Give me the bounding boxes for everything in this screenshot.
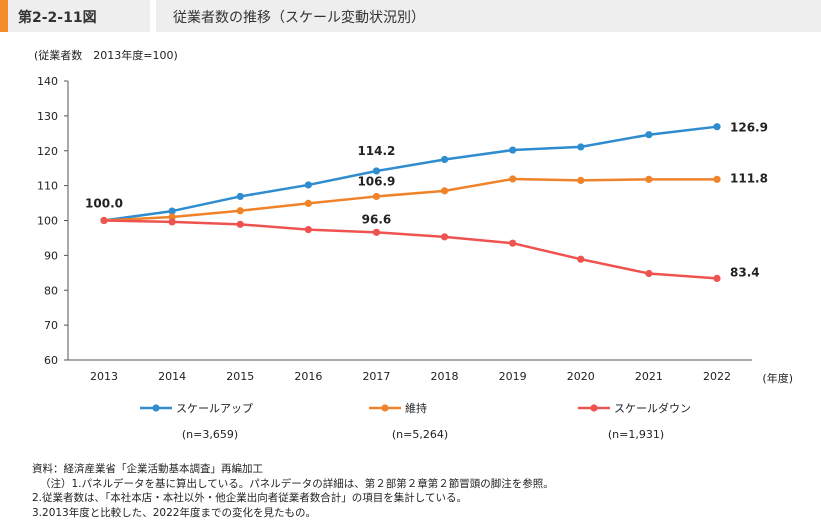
data-label: 100.0 bbox=[85, 197, 123, 211]
y-axis-unit-label: (従業者数 2013年度=100) bbox=[34, 49, 178, 62]
x-tick-label: 2013 bbox=[90, 370, 118, 383]
data-point bbox=[168, 218, 176, 226]
legend-sample-size: (n=1,931) bbox=[608, 428, 664, 441]
data-label: 114.2 bbox=[357, 144, 395, 158]
data-label: 83.4 bbox=[730, 265, 760, 279]
source-note: 資料：経済産業省「企業活動基本調査」再編加工 bbox=[32, 463, 263, 475]
series-line bbox=[103, 125, 718, 222]
x-axis-label: (年度) bbox=[762, 371, 793, 385]
x-tick-label: 2021 bbox=[635, 370, 663, 383]
series-line bbox=[103, 177, 717, 222]
x-tick-label: 2020 bbox=[567, 370, 595, 383]
y-tick-label: 60 bbox=[44, 354, 58, 367]
data-point bbox=[236, 220, 244, 228]
data-point bbox=[577, 255, 585, 263]
data-point bbox=[440, 233, 449, 241]
data-point bbox=[440, 187, 449, 195]
figure-number: 第2-2-11図 bbox=[18, 10, 97, 26]
data-point bbox=[304, 199, 312, 208]
legend: スケールアップ (n=3,659) 維持 (n=5,264) スケールダウン (n=1,9… bbox=[140, 401, 691, 441]
chart-title: 従業者数の推移（スケール変動状況別） bbox=[173, 10, 425, 26]
legend-swatch-marker bbox=[152, 404, 160, 412]
data-point bbox=[236, 207, 244, 215]
data-point bbox=[304, 225, 312, 234]
data-point bbox=[100, 216, 108, 225]
note-2: 2.従業者数は、「本社本店・本社以外・他企業出向者従業者数合計」の項目を集計して… bbox=[32, 492, 467, 504]
y-tick-label: 130 bbox=[37, 110, 58, 123]
data-point bbox=[713, 274, 721, 282]
data-point bbox=[509, 146, 517, 154]
legend-entry-label: スケールダウン bbox=[614, 401, 691, 415]
chart-axes: 60 70 80 90 100 110 120 130 140 2013 2014 2015 2016 2… bbox=[37, 75, 793, 385]
data-label: 106.9 bbox=[357, 174, 395, 188]
series-line bbox=[103, 219, 718, 280]
data-point bbox=[372, 228, 381, 236]
note-1: （注）1.パネルデータを基に算出している。パネルデータの詳細は、第２部第２章第２… bbox=[40, 477, 554, 490]
data-point bbox=[372, 167, 381, 175]
footnotes: 資料：経済産業省「企業活動基本調査」再編加工 （注）1.パネルデータを基に算出し… bbox=[32, 462, 554, 520]
data-point bbox=[577, 143, 585, 151]
line-chart: 60 70 80 90 100 110 120 130 140 2013 2014 2015 2016 2… bbox=[37, 75, 793, 441]
data-point bbox=[577, 176, 585, 184]
data-point bbox=[236, 192, 244, 201]
y-tick-label: 100 bbox=[37, 215, 58, 228]
legend-sample-size: (n=5,264) bbox=[392, 428, 448, 441]
y-tick-label: 80 bbox=[44, 284, 58, 297]
x-tick-label: 2019 bbox=[499, 370, 527, 383]
legend-sample-size: (n=3,659) bbox=[182, 428, 238, 441]
figure-header: 第2-2-11図 従業者数の推移（スケール変動状況別） bbox=[0, 0, 821, 32]
y-tick-label: 120 bbox=[37, 145, 58, 158]
data-point bbox=[713, 175, 721, 183]
data-point bbox=[645, 269, 653, 278]
note-3: 3.2013年度と比較した、2022年度までの変化を見たもの。 bbox=[32, 506, 316, 519]
y-tick-label: 110 bbox=[37, 180, 58, 193]
data-label: 96.6 bbox=[362, 212, 392, 226]
data-point bbox=[168, 207, 176, 215]
x-tick-label: 2022 bbox=[703, 370, 731, 383]
y-tick-label: 90 bbox=[44, 249, 58, 262]
data-point bbox=[440, 155, 449, 164]
data-point bbox=[645, 131, 653, 139]
header-accent-bar bbox=[0, 0, 8, 32]
x-tick-label: 2018 bbox=[431, 370, 459, 383]
data-point bbox=[304, 181, 312, 189]
x-tick-label: 2014 bbox=[158, 370, 186, 383]
data-labels: 100.0 114.2 106.9 96.6 126.9 111.8 83.4 bbox=[85, 121, 768, 280]
header-divider bbox=[150, 0, 156, 32]
data-point bbox=[645, 175, 653, 183]
data-label: 126.9 bbox=[730, 121, 768, 135]
data-point bbox=[372, 192, 381, 201]
legend-entry-label: スケールアップ bbox=[176, 402, 253, 415]
x-tick-label: 2016 bbox=[294, 370, 322, 383]
data-point bbox=[509, 239, 517, 247]
data-point bbox=[509, 175, 517, 183]
data-point bbox=[713, 123, 721, 131]
x-tick-label: 2017 bbox=[362, 370, 390, 383]
x-tick-label: 2015 bbox=[226, 370, 254, 383]
data-label: 111.8 bbox=[730, 171, 768, 185]
y-tick-label: 140 bbox=[37, 75, 58, 88]
series-lines bbox=[100, 123, 721, 282]
legend-swatch-marker bbox=[381, 404, 389, 412]
legend-entry-label: 維持 bbox=[405, 401, 427, 415]
y-tick-label: 70 bbox=[44, 319, 58, 332]
legend-swatch-marker bbox=[590, 404, 598, 412]
